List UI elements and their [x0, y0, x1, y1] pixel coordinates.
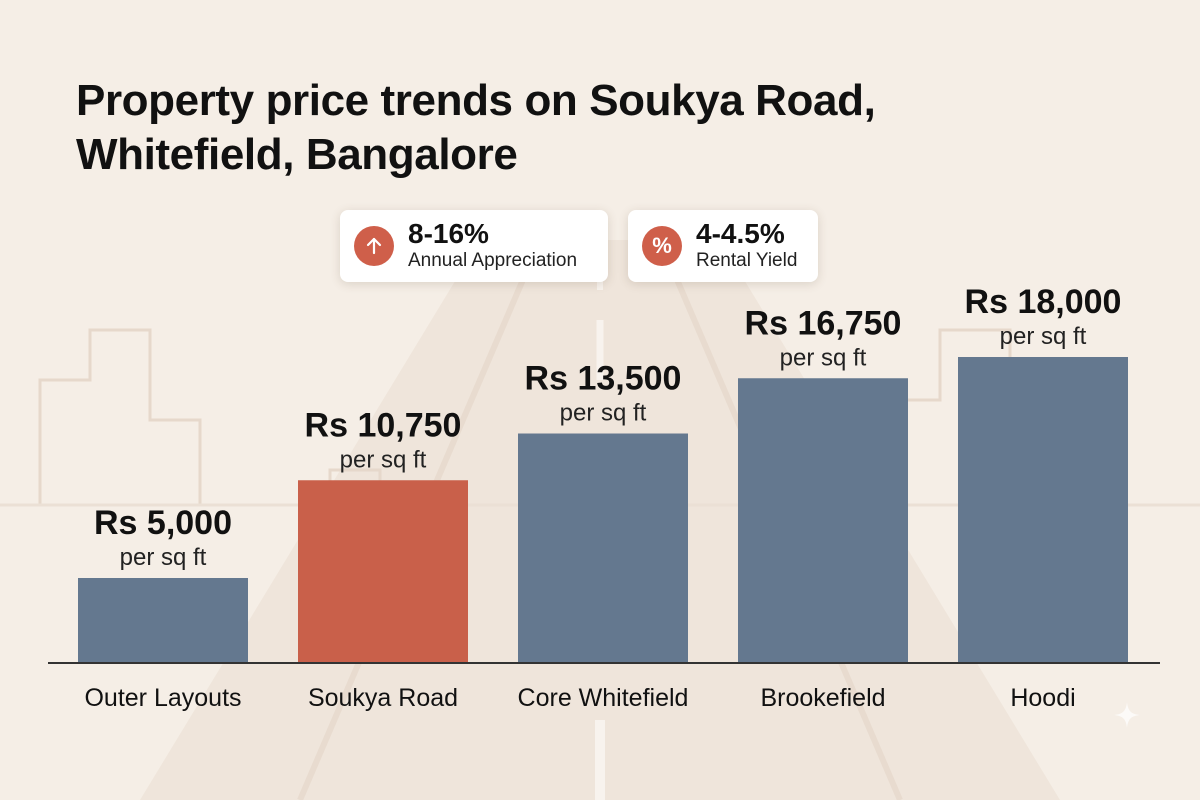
- category-label-soukya-road: Soukya Road: [308, 684, 458, 712]
- unit-label-outer-layouts: per sq ft: [120, 544, 207, 571]
- percent-icon: %: [642, 226, 682, 266]
- unit-label-hoodi: per sq ft: [1000, 323, 1087, 350]
- unit-label-soukya-road: per sq ft: [340, 446, 427, 473]
- annual-appreciation-label: Annual Appreciation: [408, 250, 578, 271]
- sparkle-icon: [1114, 702, 1140, 728]
- rental-yield-label: Rental Yield: [696, 250, 798, 271]
- category-labels-group: Outer Layouts Soukya Road Core Whitefield B…: [84, 684, 1075, 712]
- bar-outer-layouts: [78, 578, 248, 663]
- unit-labels-group: per sq ft per sq ft per sq ft per sq ft per …: [120, 323, 1087, 571]
- rental-yield-value: 4-4.5%: [696, 218, 785, 249]
- category-label-outer-layouts: Outer Layouts: [84, 684, 241, 712]
- bar-brookefield: [738, 378, 908, 663]
- annual-appreciation-value: 8-16%: [408, 218, 489, 249]
- value-label-brookefield: Rs 16,750: [745, 304, 902, 342]
- annual-appreciation-badge: 8-16% Annual Appreciation: [340, 210, 608, 282]
- category-label-hoodi: Hoodi: [1010, 684, 1075, 712]
- value-label-soukya-road: Rs 10,750: [305, 406, 462, 444]
- arrow-up-icon: [354, 226, 394, 266]
- category-label-core-whitefield: Core Whitefield: [518, 684, 689, 712]
- bar-core-whitefield: [518, 433, 688, 663]
- value-label-outer-layouts: Rs 5,000: [94, 504, 232, 542]
- unit-label-core-whitefield: per sq ft: [560, 400, 647, 427]
- value-label-hoodi: Rs 18,000: [965, 283, 1122, 321]
- category-label-brookefield: Brookefield: [760, 684, 885, 712]
- chart-title: Property price trends on Soukya Road, Wh…: [76, 76, 876, 179]
- rental-yield-badge: % 4-4.5% Rental Yield: [628, 210, 818, 282]
- bar-soukya-road: [298, 480, 468, 663]
- bar-hoodi: [958, 357, 1128, 663]
- bars-group: [78, 357, 1128, 663]
- value-labels-group: Rs 5,000 Rs 10,750 Rs 13,500 Rs 16,750 Rs 18…: [94, 283, 1121, 542]
- unit-label-brookefield: per sq ft: [780, 344, 867, 371]
- value-label-core-whitefield: Rs 13,500: [525, 360, 682, 398]
